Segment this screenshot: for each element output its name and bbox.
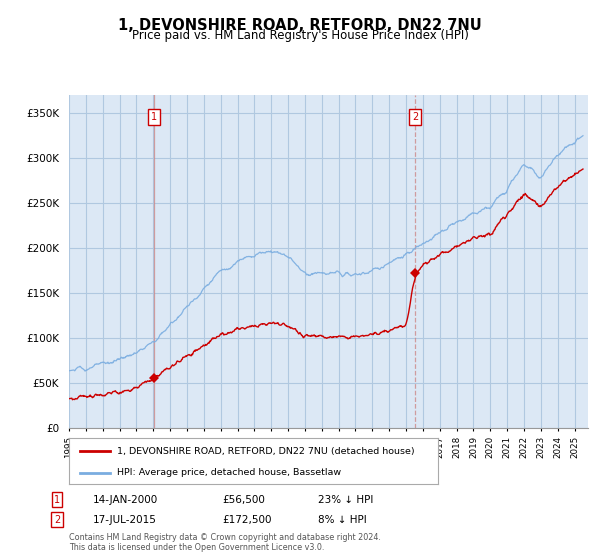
Text: 23% ↓ HPI: 23% ↓ HPI: [318, 494, 373, 505]
Text: 2: 2: [412, 112, 418, 122]
Text: 1, DEVONSHIRE ROAD, RETFORD, DN22 7NU: 1, DEVONSHIRE ROAD, RETFORD, DN22 7NU: [118, 18, 482, 33]
Text: HPI: Average price, detached house, Bassetlaw: HPI: Average price, detached house, Bass…: [117, 468, 341, 478]
Text: Contains HM Land Registry data © Crown copyright and database right 2024.: Contains HM Land Registry data © Crown c…: [69, 533, 381, 542]
Text: 8% ↓ HPI: 8% ↓ HPI: [318, 515, 367, 525]
Text: £56,500: £56,500: [222, 494, 265, 505]
Text: This data is licensed under the Open Government Licence v3.0.: This data is licensed under the Open Gov…: [69, 543, 325, 552]
Text: 1: 1: [54, 494, 60, 505]
Text: £172,500: £172,500: [222, 515, 271, 525]
Text: Price paid vs. HM Land Registry's House Price Index (HPI): Price paid vs. HM Land Registry's House …: [131, 29, 469, 42]
Text: 1: 1: [151, 112, 157, 122]
Text: 1, DEVONSHIRE ROAD, RETFORD, DN22 7NU (detached house): 1, DEVONSHIRE ROAD, RETFORD, DN22 7NU (d…: [117, 447, 415, 456]
Text: 14-JAN-2000: 14-JAN-2000: [93, 494, 158, 505]
Text: 17-JUL-2015: 17-JUL-2015: [93, 515, 157, 525]
Text: 2: 2: [54, 515, 60, 525]
